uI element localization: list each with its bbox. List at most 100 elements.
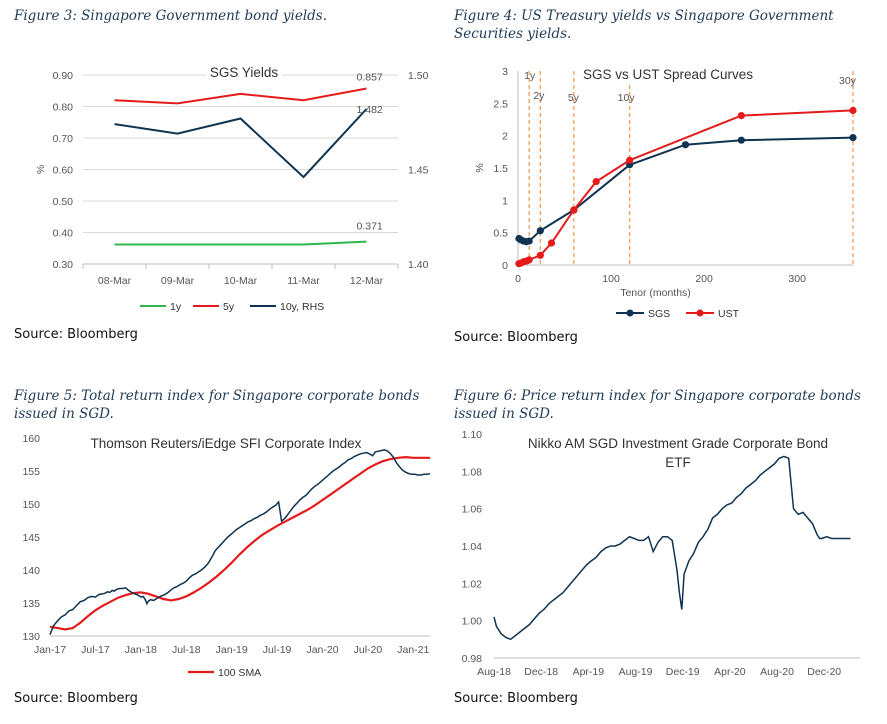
tenor-marker-label: 10y	[618, 92, 636, 104]
figure-3-title: Figure 3: Singapore Government bond yiel…	[14, 8, 328, 24]
x-tick-label: Jul-19	[263, 644, 292, 656]
data-point-SGS	[737, 136, 745, 144]
y-tick-label: 150	[22, 499, 40, 511]
data-point-UST	[536, 251, 544, 259]
figure-4-panel: Figure 4: US Treasury yields vs Singapor…	[440, 0, 887, 362]
y-tick-label: 135	[22, 598, 40, 610]
figure-3-source: Source: Bloomberg	[14, 327, 138, 342]
x-tick-label: 300	[788, 273, 806, 285]
x-tick-label: Aug-18	[477, 666, 511, 678]
legend-label: 1y	[170, 301, 182, 313]
series-line-etf	[493, 455, 851, 641]
y-tick-label: 140	[22, 565, 40, 577]
figure-4-source: Source: Bloomberg	[454, 330, 578, 345]
y-axis-label: %	[35, 165, 47, 174]
x-tick-label: 0	[515, 273, 521, 285]
data-point-SGS	[849, 134, 857, 142]
data-point-UST	[737, 112, 745, 120]
y-tick-label: 0.90	[53, 70, 74, 82]
spread-curves-chart: 3 2.5 2 1.5 1 0.5 00 100 200 300 Tenor (months)% 1y…	[474, 63, 857, 320]
y2-tick-label: 1.45	[408, 165, 429, 177]
y2-tick-label: 1.40	[408, 259, 429, 271]
chart-title: SGS vs UST Spread Curves	[583, 67, 753, 82]
y-tick-label: 0.98	[462, 653, 483, 665]
x-tick-label: Jan-20	[306, 644, 338, 656]
data-label: 1.482	[357, 104, 383, 116]
y-tick-label: 1	[502, 195, 508, 207]
x-tick-label: Dec-20	[807, 666, 841, 678]
y-tick-label: 0.40	[53, 228, 74, 240]
data-point-UST	[626, 156, 634, 164]
x-tick-label: Jan-18	[125, 644, 157, 656]
legend-label: 100 SMA	[218, 667, 261, 679]
figure-3-panel: Figure 3: Singapore Government bond yiel…	[0, 0, 440, 362]
chart-title-line-1: Nikko AM SGD Investment Grade Corporate …	[528, 436, 828, 451]
figure-6-panel: Figure 6: Price return index for Singapo…	[440, 380, 887, 724]
series-line-1y	[114, 240, 367, 246]
chart-title-line-2: ETF	[665, 455, 691, 470]
x-tick-label: 10-Mar	[224, 275, 258, 287]
y-tick-label: 155	[22, 466, 40, 478]
series-line-UST	[518, 109, 854, 265]
legend-marker	[696, 309, 704, 317]
figure-4-title: Figure 4: US Treasury yields vs Singapor…	[454, 8, 834, 42]
legend-marker	[626, 309, 634, 317]
y-tick-label: 1.06	[462, 504, 483, 516]
y-tick-label: 1.10	[462, 429, 483, 441]
legend-label: 5y	[223, 301, 235, 313]
tenor-marker-label: 1y	[524, 70, 536, 82]
data-point-SGS	[536, 227, 544, 235]
x-tick-label: Jan-21	[397, 644, 429, 656]
x-tick-label: Apr-19	[573, 666, 605, 678]
tenor-marker-label: 2y	[533, 90, 545, 102]
chart-title: SGS Yields	[210, 65, 279, 80]
figure-5-title: Figure 5: Total return index for Singapo…	[14, 388, 420, 422]
x-tick-label: Aug-19	[619, 666, 653, 678]
x-tick-label: Jan-17	[34, 644, 66, 656]
data-point-SGS	[681, 141, 690, 149]
x-tick-label: 100	[602, 273, 620, 285]
figure-5-source: Source: Bloomberg	[14, 691, 138, 706]
tenor-marker-label: 5y	[568, 92, 580, 104]
y-tick-label: 1.00	[462, 616, 483, 628]
x-tick-label: 12-Mar	[350, 275, 384, 287]
y-tick-label: 160	[22, 433, 40, 445]
y-axis-label: %	[474, 163, 486, 172]
data-point-UST	[547, 239, 556, 247]
y-tick-label: 1.02	[462, 578, 483, 590]
title-bg	[206, 60, 282, 84]
series-line-10y	[114, 108, 368, 179]
x-tick-label: Jul-17	[81, 644, 110, 656]
y-tick-label: 3	[502, 66, 508, 78]
x-tick-label: 09-Mar	[161, 275, 195, 287]
series-line-SGS	[518, 136, 854, 243]
y-tick-label: 0.60	[53, 165, 74, 177]
y-tick-label: 145	[22, 532, 40, 544]
data-point-UST	[592, 177, 600, 186]
y-tick-label: 0.80	[53, 102, 74, 114]
x-tick-label: Dec-18	[524, 666, 558, 678]
series-line-sma	[49, 455, 430, 631]
y-tick-label: 0.50	[53, 196, 74, 208]
data-point-UST	[525, 256, 533, 264]
x-tick-label: Jul-20	[354, 644, 383, 656]
legend-label: UST	[718, 308, 740, 320]
y-tick-label: 0.30	[53, 259, 74, 271]
x-tick-label: Jan-19	[216, 644, 248, 656]
series-line-5y	[114, 87, 367, 105]
y-tick-label: 2.5	[493, 98, 508, 110]
y-tick-label: 1.5	[493, 163, 508, 175]
data-label: 0.857	[357, 72, 383, 84]
figure-6-source: Source: Bloomberg	[454, 691, 578, 706]
x-tick-label: Apr-20	[714, 666, 746, 678]
y-tick-label: 0	[502, 260, 508, 272]
x-tick-label: 08-Mar	[98, 275, 132, 287]
x-tick-label: Jul-18	[172, 644, 201, 656]
figure-5-panel: Figure 5: Total return index for Singapo…	[0, 380, 440, 724]
y-tick-label: 0.5	[493, 228, 508, 240]
y2-tick-label: 1.50	[408, 70, 429, 82]
y-tick-label: 2	[502, 131, 508, 143]
data-point-SGS	[525, 237, 533, 245]
